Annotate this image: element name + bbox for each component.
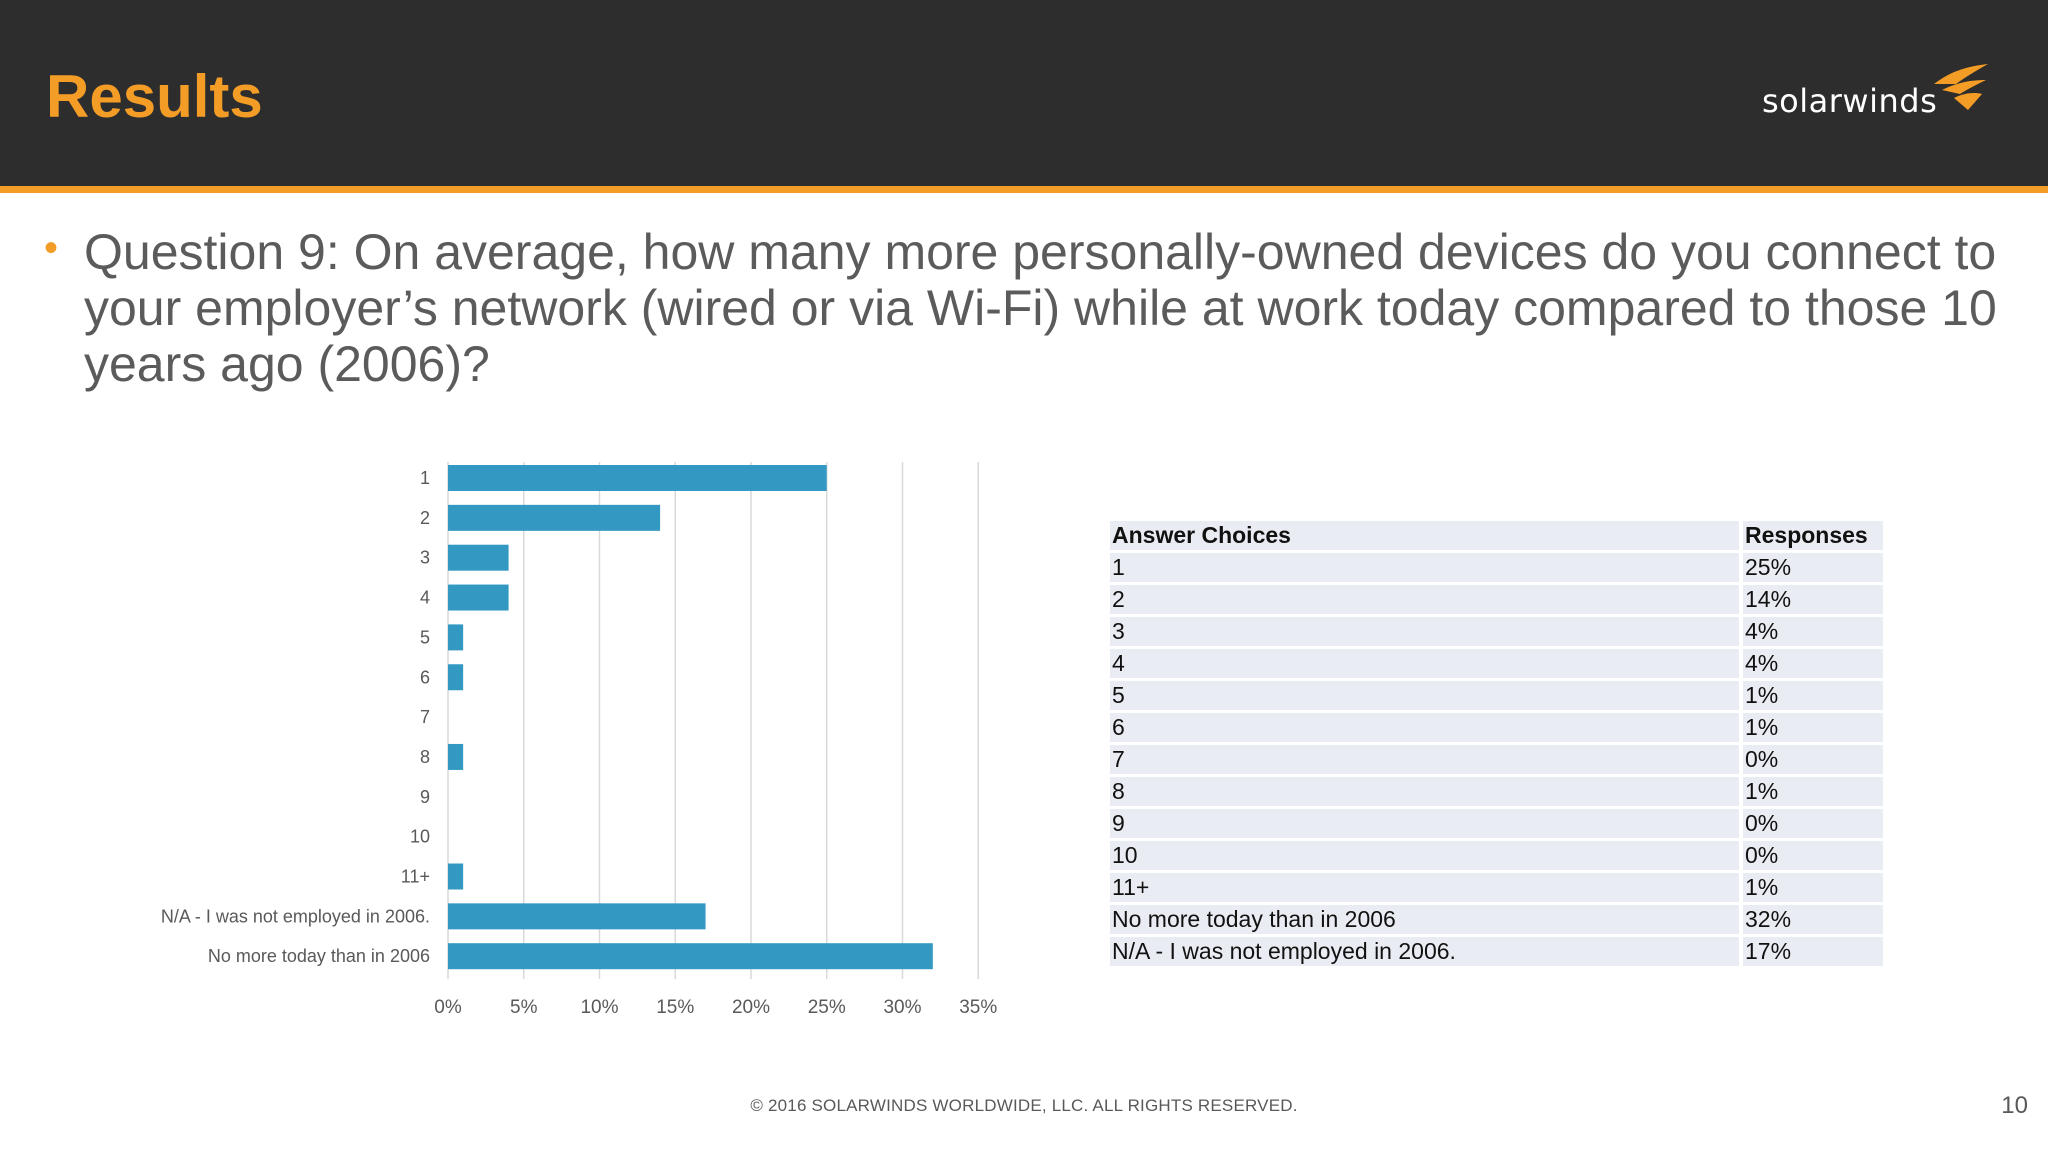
category-label: 2	[420, 508, 430, 528]
response-cell: 1%	[1743, 681, 1883, 710]
category-label: 3	[420, 548, 430, 568]
answer-choice-cell: 2	[1110, 585, 1743, 614]
answer-choice-cell: 9	[1110, 809, 1743, 838]
bar	[448, 664, 464, 691]
response-cell: 1%	[1743, 873, 1883, 902]
answer-choice-cell: 7	[1110, 745, 1743, 774]
response-cell: 0%	[1743, 841, 1883, 870]
answer-choice-cell: 8	[1110, 777, 1743, 806]
solarwinds-logo: solarwinds	[1762, 60, 1992, 124]
response-cell: 17%	[1743, 937, 1883, 966]
chart-category-labels: 1 2 3 4 5 6 7 8 9 10 11+ N/A - I was not employed i…	[161, 468, 430, 966]
x-tick-label: 0%	[434, 997, 462, 1018]
category-label: 8	[420, 747, 430, 767]
logo-wordmark: solarwinds	[1762, 82, 1938, 120]
response-cell: 0%	[1743, 745, 1883, 774]
table-row: 11+ 1%	[1110, 873, 1883, 902]
category-label: 1	[420, 468, 430, 488]
answer-choice-cell: 11+	[1110, 873, 1743, 902]
question-bullet: •	[44, 226, 59, 270]
x-tick-label: 30%	[883, 997, 921, 1018]
response-cell: 1%	[1743, 713, 1883, 742]
answer-choice-cell: 5	[1110, 681, 1743, 710]
page-number: 10	[2001, 1092, 2028, 1119]
bar	[448, 584, 509, 611]
answer-choice-cell: 4	[1110, 649, 1743, 678]
table-row: 5 1%	[1110, 681, 1883, 710]
table-row: N/A - I was not employed in 2006. 17%	[1110, 937, 1883, 966]
category-label: 5	[420, 627, 430, 647]
response-cell: 25%	[1743, 553, 1883, 582]
responses-bar-chart: 1 2 3 4 5 6 7 8 9 10 11+ N/A - I was not employed i…	[161, 462, 997, 1018]
category-label: 9	[420, 787, 430, 807]
table-row: 2 14%	[1110, 585, 1883, 614]
response-cell: 32%	[1743, 905, 1883, 934]
bar	[448, 943, 933, 970]
answer-choice-cell: 10	[1110, 841, 1743, 870]
bar	[448, 465, 827, 491]
table-row: 4 4%	[1110, 649, 1883, 678]
response-cell: 4%	[1743, 617, 1883, 646]
bar	[448, 624, 464, 651]
answer-choice-cell: 6	[1110, 713, 1743, 742]
category-label: 10	[410, 827, 430, 847]
response-cell: 0%	[1743, 809, 1883, 838]
category-label: 7	[420, 707, 430, 727]
table-row: 10 0%	[1110, 841, 1883, 870]
bar	[448, 504, 661, 531]
category-label: No more today than in 2006	[208, 946, 430, 966]
chart-gridlines	[447, 462, 979, 979]
x-tick-label: 15%	[656, 997, 694, 1018]
footer-copyright: © 2016 SOLARWINDS WORLDWIDE, LLC. ALL RI…	[750, 1096, 1298, 1115]
header-accent-rule	[0, 186, 2048, 193]
category-label: 11+	[401, 867, 430, 887]
answer-choice-cell: 3	[1110, 617, 1743, 646]
x-tick-label: 25%	[808, 997, 846, 1018]
response-cell: 1%	[1743, 777, 1883, 806]
chart-bars	[448, 465, 933, 970]
table-header-row: Answer Choices Responses	[1110, 521, 1883, 550]
category-label: 6	[420, 667, 430, 687]
category-label: N/A - I was not employed in 2006.	[161, 906, 430, 926]
table-row: 7 0%	[1110, 745, 1883, 774]
answer-choice-cell: 1	[1110, 553, 1743, 582]
column-header-responses: Responses	[1743, 521, 1883, 550]
x-tick-label: 20%	[732, 997, 770, 1018]
bar	[448, 544, 509, 571]
response-cell: 4%	[1743, 649, 1883, 678]
bar	[448, 903, 706, 930]
column-header-answer-choices: Answer Choices	[1110, 521, 1743, 550]
x-tick-label: 35%	[959, 997, 997, 1018]
slide-title: Results	[46, 63, 263, 130]
table-row: 6 1%	[1110, 713, 1883, 742]
table-row: 8 1%	[1110, 777, 1883, 806]
answer-choice-cell: N/A - I was not employed in 2006.	[1110, 937, 1743, 966]
category-label: 4	[420, 588, 430, 608]
slide-header	[0, 0, 2048, 186]
table-row: 3 4%	[1110, 617, 1883, 646]
answer-choice-cell: No more today than in 2006	[1110, 905, 1743, 934]
table-row: 1 25%	[1110, 553, 1883, 582]
flame-icon	[1934, 64, 1988, 110]
table-row: 9 0%	[1110, 809, 1883, 838]
question-text: Question 9: On average, how many more pe…	[84, 224, 1997, 392]
x-tick-label: 10%	[580, 997, 618, 1018]
response-cell: 14%	[1743, 585, 1883, 614]
x-tick-label: 5%	[510, 997, 538, 1018]
bar	[448, 863, 464, 890]
responses-table: Answer Choices Responses 1 25% 2 14% 3 4% 4 4% 5…	[1110, 518, 1883, 969]
bar	[448, 743, 464, 770]
chart-x-tick-labels: 0% 5% 10% 15% 20% 25% 30% 35%	[434, 997, 997, 1018]
table-row: No more today than in 2006 32%	[1110, 905, 1883, 934]
